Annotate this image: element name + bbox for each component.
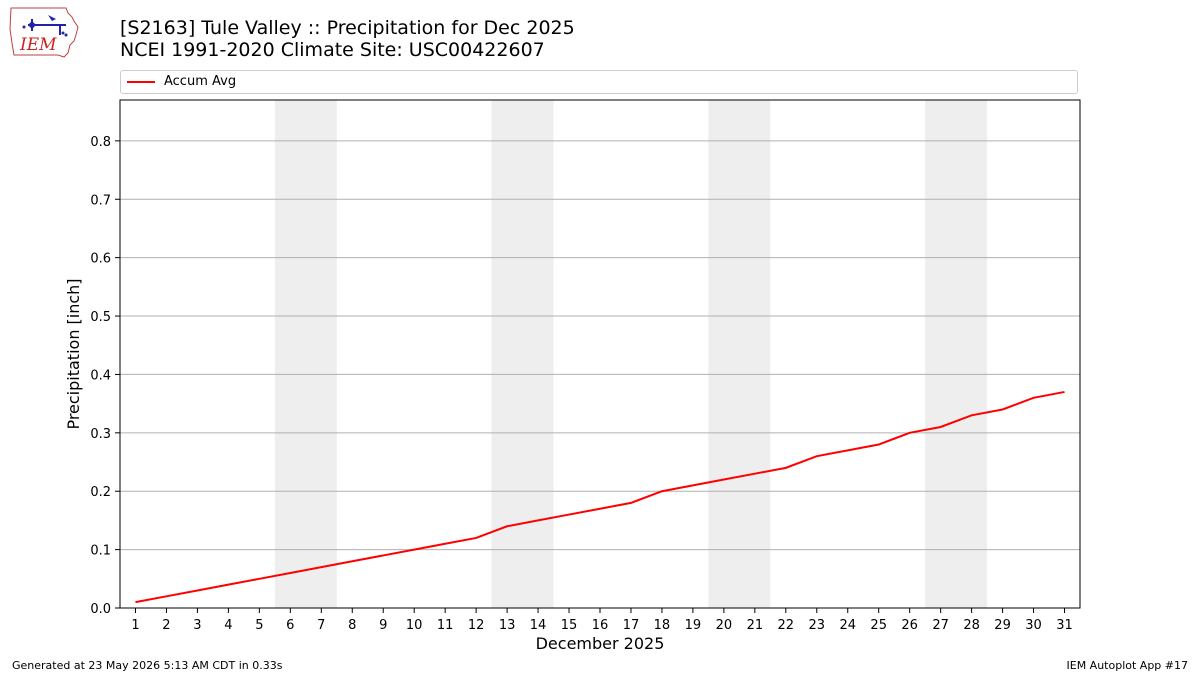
- x-tick-label: 10: [406, 618, 423, 633]
- weekend-shading-2: [708, 100, 771, 608]
- legend-label: Accum Avg: [164, 74, 237, 89]
- x-tick-label: 17: [623, 618, 640, 633]
- x-tick-label: 20: [716, 618, 733, 633]
- x-tick-label: 22: [778, 618, 795, 633]
- x-tick-label: 19: [685, 618, 702, 633]
- x-tick-label: 27: [932, 618, 949, 633]
- y-tick-label: 0.6: [90, 252, 111, 267]
- x-tick-label: 15: [561, 618, 578, 633]
- y-tick-label: 0.7: [90, 193, 111, 208]
- iem-logo: IEM: [8, 5, 80, 59]
- x-tick-label: 21: [747, 618, 764, 633]
- x-tick-label: 16: [592, 618, 609, 633]
- y-tick-label: 0.4: [90, 368, 111, 383]
- x-tick-label: 25: [870, 618, 887, 633]
- x-tick-label: 6: [286, 618, 294, 633]
- x-tick-label: 23: [809, 618, 826, 633]
- x-tick-label: 12: [468, 618, 485, 633]
- weekend-shading-3: [925, 100, 988, 608]
- x-tick-label: 28: [963, 618, 980, 633]
- y-tick-label: 0.2: [90, 485, 111, 500]
- x-tick-label: 13: [499, 618, 516, 633]
- y-axis-label: Precipitation [inch]: [64, 278, 83, 429]
- logo-text: IEM: [19, 35, 57, 55]
- x-tick-label: 1: [131, 618, 139, 633]
- x-tick-label: 24: [839, 618, 856, 633]
- x-tick-label: 26: [901, 618, 918, 633]
- x-tick-label: 4: [224, 618, 232, 633]
- x-tick-label: 9: [379, 618, 387, 633]
- title-line-2: NCEI 1991-2020 Climate Site: USC00422607: [120, 39, 545, 61]
- y-tick-label: 0.0: [90, 602, 111, 617]
- y-tick-label: 0.5: [90, 310, 111, 325]
- x-tick-label: 8: [348, 618, 356, 633]
- x-axis-label: December 2025: [536, 634, 665, 653]
- x-tick-label: 5: [255, 618, 263, 633]
- title-line-1: [S2163] Tule Valley :: Precipitation for…: [120, 17, 575, 39]
- legend-swatch: [127, 81, 155, 83]
- weekend-shading-1: [491, 100, 554, 608]
- series-line-accum-avg: [135, 390, 1065, 604]
- x-tick-label: 18: [654, 618, 671, 633]
- x-tick-label: 11: [437, 618, 454, 633]
- x-tick-label: 31: [1056, 618, 1073, 633]
- y-tick-label: 0.3: [90, 427, 111, 442]
- x-tick-label: 3: [193, 618, 201, 633]
- x-tick-label: 7: [317, 618, 325, 633]
- chart-title: [S2163] Tule Valley :: Precipitation for…: [120, 17, 575, 61]
- footer-app: IEM Autoplot App #17: [1066, 659, 1189, 672]
- y-tick-label: 0.1: [90, 544, 111, 559]
- x-tick-label: 29: [994, 618, 1011, 633]
- x-tick-label: 30: [1025, 618, 1042, 633]
- x-tick-label: 14: [530, 618, 547, 633]
- x-tick-label: 2: [162, 618, 170, 633]
- legend: Accum Avg: [120, 70, 1078, 94]
- footer-generated: Generated at 23 May 2026 5:13 AM CDT in …: [12, 659, 283, 672]
- weekend-shading-0: [274, 100, 337, 608]
- y-tick-label: 0.8: [90, 135, 111, 150]
